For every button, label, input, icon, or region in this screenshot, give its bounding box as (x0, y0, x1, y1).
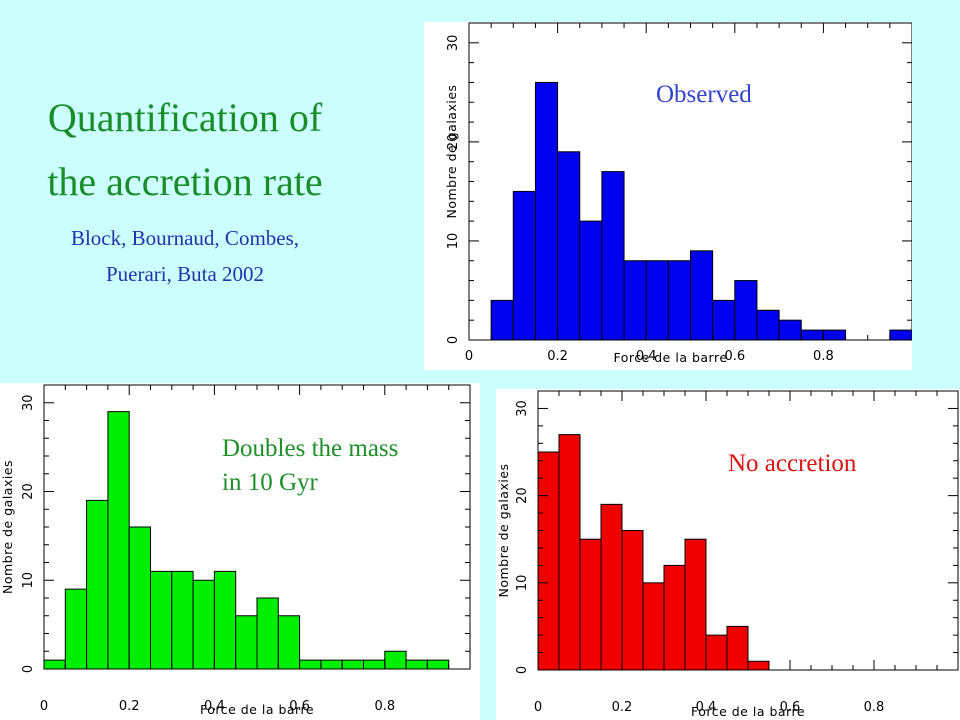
y-axis-label: Nombre de galaxies (0, 460, 15, 594)
histogram-bar (557, 151, 581, 341)
histogram-bar (667, 260, 692, 341)
authors-line-1: Block, Bournaud, Combes, (70, 226, 300, 250)
y-tick-label: 10 (515, 575, 530, 592)
y-tick-label: 20 (446, 134, 461, 151)
histogram-bar (690, 250, 714, 341)
histogram-bar (756, 309, 780, 341)
title-line-1: Quantification of (47, 95, 323, 140)
histogram-bar (213, 570, 237, 670)
observed-annotation: Observed (656, 81, 752, 108)
y-axis-label: Nombre de galaxies (444, 84, 459, 218)
x-tick-label: 0.8 (374, 699, 395, 714)
observed-histogram-panel: 0 0.2 0.4 0.6 0.8 0 10 20 30 Force de la barre Nom… (424, 22, 912, 370)
histogram-bar (341, 659, 365, 670)
x-tick-label: 0.4 (696, 700, 717, 715)
no-accretion-histogram: 0 0.2 0.4 0.6 0.8 0 10 20 30 Force de la barre Nom… (496, 390, 959, 719)
red-histogram-panel: 0 0.2 0.4 0.6 0.8 0 10 20 30 Force de la barre Nom… (496, 389, 960, 720)
no-accretion-annotation: No accretion (728, 450, 857, 477)
histogram-bar (822, 329, 847, 341)
x-tick-label: 0.2 (547, 349, 568, 364)
histogram-bar (601, 171, 625, 341)
histogram-bar (299, 659, 322, 670)
x-axis-label: Force de la barre (691, 704, 805, 719)
x-tick-label: 0.8 (813, 349, 834, 364)
x-tick-label: 0.6 (724, 349, 745, 364)
y-axis-label: Nombre de galaxies (496, 463, 511, 597)
histogram-bar (734, 280, 758, 341)
histogram-bar (490, 299, 514, 341)
doubling-mass-annotation: Doubles the mass in 10 Gyr (222, 432, 398, 500)
x-tick-label: 0 (465, 349, 473, 364)
y-tick-label: 30 (515, 400, 530, 417)
authors-citation: Block, Bournaud, Combes, Puerari, Buta 2… (0, 220, 370, 292)
y-tick-label: 10 (446, 233, 461, 250)
y-tick-label: 30 (446, 35, 461, 52)
authors-line-2: Puerari, Buta 2002 (105, 262, 265, 286)
y-tick-label: 20 (515, 487, 530, 504)
histogram-bar (171, 570, 194, 670)
y-tick-label: 10 (21, 572, 36, 589)
y-tick-label: 30 (21, 394, 36, 411)
x-tick-label: 0.6 (780, 700, 801, 715)
histogram-bar (128, 526, 151, 670)
histogram-bar (192, 579, 215, 670)
observed-histogram: 0 0.2 0.4 0.6 0.8 0 10 20 30 Force de la barre Nom… (444, 22, 912, 365)
histogram-bar (800, 329, 824, 341)
histogram-bar (642, 582, 665, 671)
histogram-bar (107, 411, 130, 670)
histogram-bar (623, 260, 647, 341)
histogram-bar (712, 299, 736, 341)
histogram-bar (512, 190, 536, 341)
histogram-bar (86, 499, 109, 670)
histogram-bar (43, 659, 66, 670)
histogram-bar (256, 597, 279, 670)
doubling-mass-histogram: 0 0.2 0.4 0.6 0.8 0 10 20 30 Force de la barre Nom… (0, 384, 471, 717)
title-line-2: the accretion rate (47, 159, 323, 204)
histogram-bar (534, 81, 559, 341)
doubling-mass-annotation-line-2: in 10 Gyr (222, 469, 318, 496)
histogram-bar (537, 451, 560, 671)
histogram-bar (778, 319, 802, 341)
y-tick-label: 0 (21, 665, 36, 673)
y-tick-label: 20 (21, 483, 36, 500)
histogram-bar (747, 660, 770, 671)
histogram-bar (320, 659, 343, 670)
histogram-bar (726, 625, 749, 671)
histogram-bar (235, 615, 258, 670)
green-histogram-panel: 0 0.2 0.4 0.6 0.8 0 10 20 30 Force de la barre Nom… (0, 383, 480, 720)
histogram-bar (621, 530, 644, 671)
x-tick-label: 0.2 (612, 700, 633, 715)
histogram-bar (579, 538, 602, 671)
x-tick-label: 0 (534, 700, 542, 715)
doubling-mass-annotation-line-1: Doubles the mass (222, 435, 399, 462)
x-tick-label: 0.6 (289, 699, 310, 714)
x-axis-label: Force de la barre (613, 350, 727, 365)
histogram-bar (558, 434, 581, 671)
x-tick-label: 0.8 (864, 700, 885, 715)
histogram-bar (426, 659, 450, 670)
histogram-bar (405, 659, 428, 670)
slide-title: Quantification of the accretion rate (0, 86, 370, 214)
histogram-bar (684, 538, 707, 671)
histogram-bar (363, 659, 386, 670)
y-tick-label: 0 (515, 666, 530, 674)
x-tick-label: 0.4 (204, 699, 225, 714)
histogram-bar (889, 329, 912, 341)
histogram-bar (645, 260, 669, 341)
histogram-bar (705, 634, 728, 671)
histogram-bar (384, 650, 407, 670)
x-tick-label: 0.4 (636, 349, 657, 364)
x-axis-label: Force de la barre (200, 702, 314, 717)
histogram-bar (663, 564, 686, 671)
histogram-bar (64, 588, 88, 670)
y-tick-label: 0 (446, 336, 461, 344)
histogram-bar (277, 615, 301, 670)
histogram-bar (579, 220, 603, 341)
histogram-bar (600, 503, 623, 671)
x-tick-label: 0.2 (119, 699, 140, 714)
x-tick-label: 0 (40, 699, 48, 714)
histogram-bar (150, 570, 173, 670)
